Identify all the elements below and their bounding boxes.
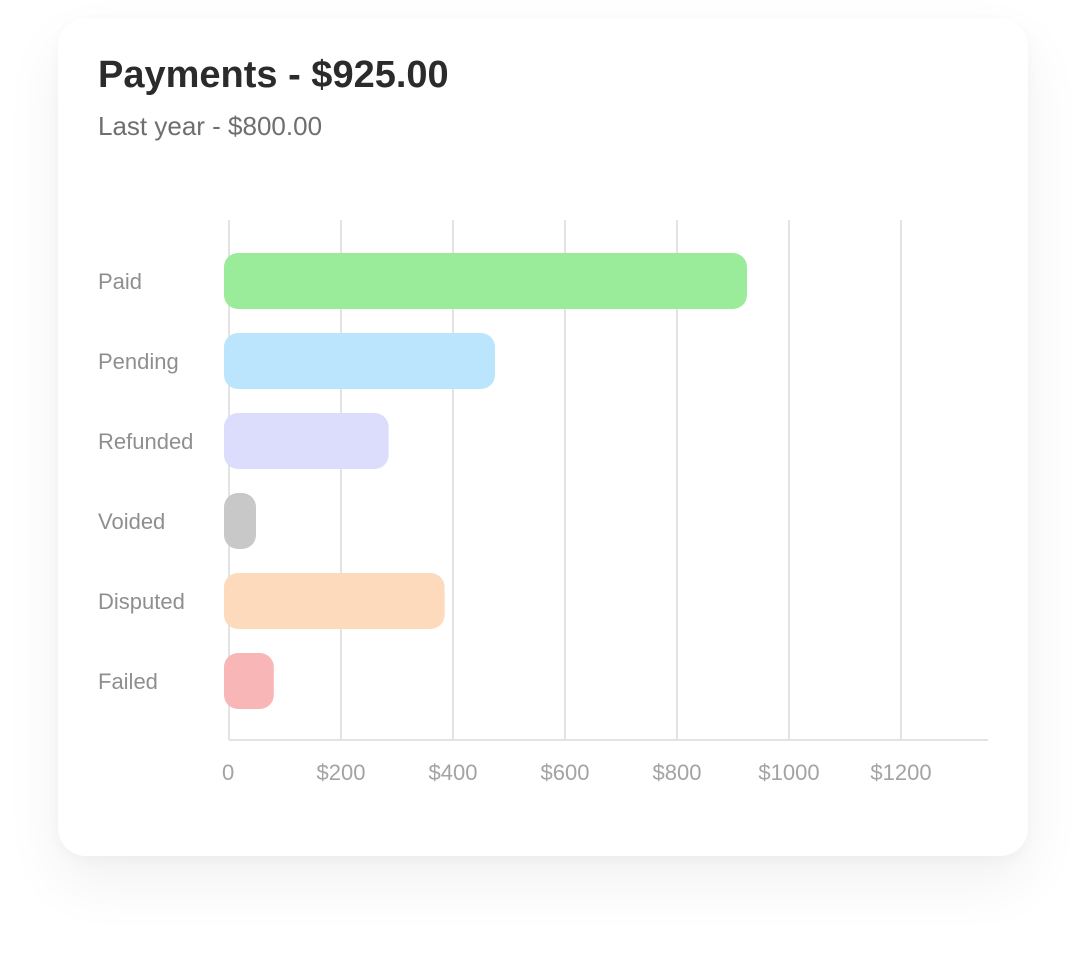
x-tick-label-1: $200 — [317, 760, 366, 785]
bars — [224, 253, 747, 709]
chart-subtitle: Last year - $800.00 — [98, 111, 323, 141]
category-label-pending: Pending — [98, 349, 179, 374]
bar-pending — [224, 333, 495, 389]
bar-disputed — [224, 573, 445, 629]
x-tick-label-4: $800 — [653, 760, 702, 785]
x-tick-label-0: 0 — [222, 760, 234, 785]
x-tick-label-6: $1200 — [870, 760, 931, 785]
bar-failed — [224, 653, 274, 709]
category-label-voided: Voided — [98, 509, 165, 534]
x-tick-label-3: $600 — [541, 760, 590, 785]
x-tick-label-5: $1000 — [758, 760, 819, 785]
bar-refunded — [224, 413, 389, 469]
bar-paid — [224, 253, 747, 309]
category-label-paid: Paid — [98, 269, 142, 294]
chart-title: Payments - $925.00 — [98, 54, 449, 96]
x-tick-label-2: $400 — [429, 760, 478, 785]
x-tick-labels: 0 $200 $400 $600 $800 $1000 $1200 — [222, 760, 932, 785]
category-label-failed: Failed — [98, 669, 158, 694]
category-label-disputed: Disputed — [98, 589, 185, 614]
category-label-refunded: Refunded — [98, 429, 193, 454]
category-labels: Paid Pending Refunded Voided Disputed Failed — [98, 269, 193, 694]
chart-card — [58, 18, 1028, 856]
bar-voided — [224, 493, 256, 549]
